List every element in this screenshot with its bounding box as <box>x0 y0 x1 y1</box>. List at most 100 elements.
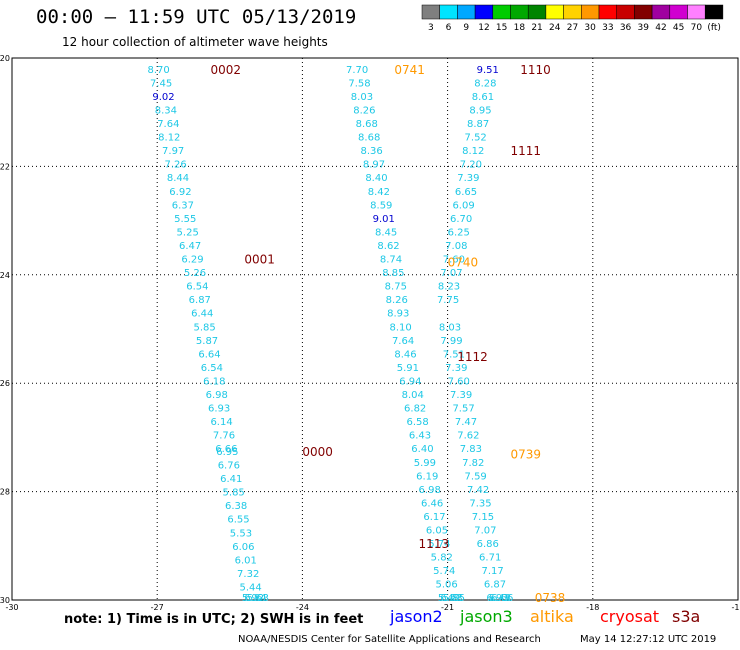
swh-value: 7.08 <box>445 241 467 252</box>
swh-value: 8.12 <box>462 146 484 157</box>
grid-lines <box>12 58 738 600</box>
plot-border <box>11 57 739 601</box>
swh-value: 6.92 <box>169 187 191 198</box>
legend-label: 12 <box>478 23 489 33</box>
swh-value: 8.75 <box>385 282 407 293</box>
swh-value: 5.85 <box>223 488 245 499</box>
y-tick-label: -26 <box>0 379 10 388</box>
swh-value: 7.97 <box>162 146 184 157</box>
swh-value: 5.74 <box>428 539 450 550</box>
swh-value: 6.43 <box>409 431 431 442</box>
pass-time-label: 0000 <box>302 445 333 459</box>
swh-value: 6.19 <box>416 471 438 482</box>
legend-label: 33 <box>602 23 613 33</box>
pass-time-label: 1110 <box>520 63 551 77</box>
swh-value: 9.01 <box>373 214 395 225</box>
swh-value: 6.82 <box>404 404 426 415</box>
legend-swatch <box>421 4 440 20</box>
swh-value: 5.26 <box>184 268 206 279</box>
swh-value: 6.66 <box>491 593 513 604</box>
swh-value: 7.60 <box>443 255 465 266</box>
swh-value: 8.46 <box>394 349 416 360</box>
swh-value: 8.40 <box>365 173 387 184</box>
altika-time-label: 0741 <box>394 63 425 77</box>
swh-value: 6.47 <box>179 241 201 252</box>
y-tick-label: -28 <box>0 488 10 497</box>
swh-value: 8.87 <box>467 119 489 130</box>
swh-value: 8.42 <box>368 187 390 198</box>
swh-value: 5.63 <box>247 593 269 604</box>
swh-value: 5.53 <box>230 528 252 539</box>
swh-value: 6.87 <box>484 580 506 591</box>
legend-swatch <box>704 4 724 20</box>
legend-label: 9 <box>463 23 469 33</box>
swh-value: 8.04 <box>402 390 424 401</box>
swh-value: 5.87 <box>196 336 218 347</box>
x-tick-label: -30 <box>5 603 18 612</box>
swh-value: 7.32 <box>237 569 259 580</box>
swh-value: 6.87 <box>189 295 211 306</box>
swh-value: 6.06 <box>232 542 254 553</box>
swh-value: 6.18 <box>203 376 225 387</box>
legend-swatch <box>634 4 653 20</box>
legend-swatch <box>581 4 600 20</box>
swh-value: 6.76 <box>218 461 240 472</box>
swh-value: 6.93 <box>208 404 230 415</box>
satellite-jason2: jason2 <box>390 607 443 626</box>
legend-swatch <box>510 4 529 20</box>
pass-time-label: 1113 <box>419 537 450 551</box>
swh-value: 5.44 <box>239 582 261 593</box>
legend-swatch <box>598 4 617 20</box>
legend-label: 27 <box>567 23 578 33</box>
swh-value: 7.51 <box>443 349 465 360</box>
swh-value: 7.20 <box>460 160 482 171</box>
swh-value: 6.54 <box>201 363 223 374</box>
x-tick-label: -24 <box>296 603 309 612</box>
swh-value: 8.95 <box>469 105 491 116</box>
swh-value: 7.59 <box>465 471 487 482</box>
swh-value: 7.62 <box>457 431 479 442</box>
legend-label: 42 <box>655 23 666 33</box>
swh-value: 6.41 <box>220 474 242 485</box>
swh-value: 8.61 <box>472 92 494 103</box>
swh-value: 8.23 <box>438 282 460 293</box>
x-tick-label: -15 <box>731 603 740 612</box>
swh-value: 6.48 <box>489 593 511 604</box>
swh-value: 6.25 <box>448 227 470 238</box>
legend-label: 36 <box>620 23 632 33</box>
plot-frame <box>11 57 739 601</box>
swh-value: 7.39 <box>457 173 479 184</box>
legend-swatch <box>687 4 706 20</box>
swh-value: 6.84 <box>244 593 266 604</box>
swh-value: 7.07 <box>474 526 496 537</box>
swh-value: 7.76 <box>213 431 235 442</box>
swh-value: 7.17 <box>481 566 503 577</box>
swh-value: 6.71 <box>479 553 501 564</box>
swh-value: 6.17 <box>423 512 445 523</box>
swh-value: 7.99 <box>440 336 462 347</box>
page-title: 00:00 – 11:59 UTC 05/13/2019 <box>36 6 357 28</box>
swh-value: 5.92 <box>242 593 264 604</box>
swh-value: 5.99 <box>414 458 436 469</box>
swh-value: 6.37 <box>172 200 194 211</box>
swh-value: 7.26 <box>164 160 186 171</box>
satellite-jason3: jason3 <box>460 607 513 626</box>
swh-value: 8.03 <box>439 322 461 333</box>
swh-value: 6.01 <box>235 555 257 566</box>
swh-value: 7.39 <box>450 390 472 401</box>
swh-value: 8.03 <box>351 92 373 103</box>
swh-value: 7.35 <box>469 498 491 509</box>
y-tick-label: -30 <box>0 596 10 605</box>
swh-value: 5.74 <box>433 566 455 577</box>
satellite-cryosat: cryosat <box>600 607 660 626</box>
pass-time-label: 1111 <box>511 144 542 158</box>
swh-value: 6.65 <box>455 187 477 198</box>
legend-unit: (ft) <box>707 23 721 33</box>
axis-ticks: -30 -27 -24 -21 -18 -15 -20 -22 -24 -26 -28 -30 <box>0 54 740 612</box>
swh-value: 5.82 <box>431 553 453 564</box>
y-tick-label: -24 <box>0 271 10 280</box>
swh-value: 7.45 <box>150 78 172 89</box>
swh-value: 6.09 <box>452 200 474 211</box>
swh-value: 8.93 <box>387 309 409 320</box>
swh-value: 8.74 <box>380 255 402 266</box>
